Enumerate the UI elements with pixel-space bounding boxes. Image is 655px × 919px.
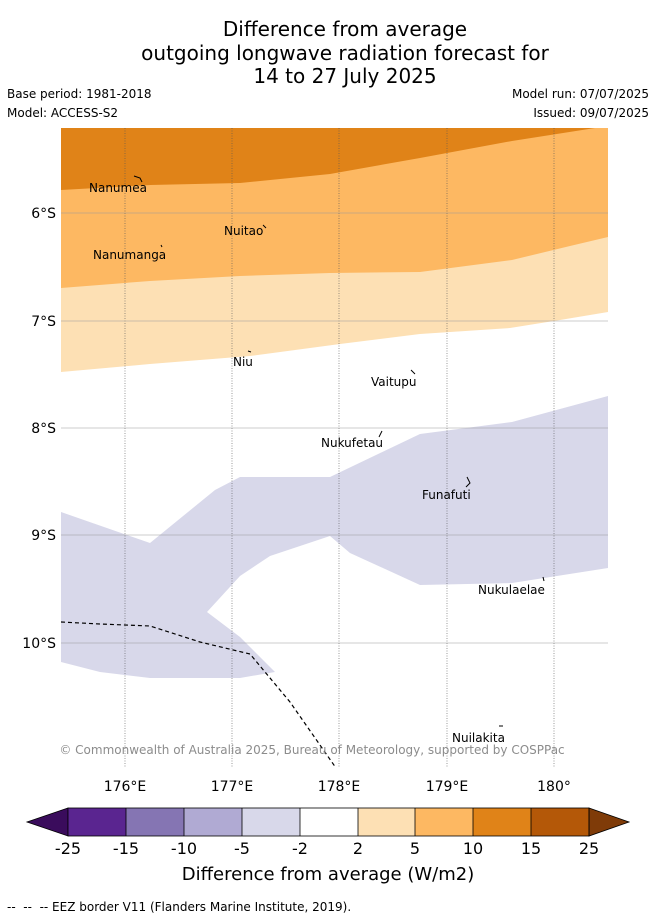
anomaly-band-minus5-to-minus2 <box>61 396 608 678</box>
place-label-nukulaelae: Nukulaelae <box>478 583 545 597</box>
place-label-vaitupu: Vaitupu <box>371 375 417 389</box>
colorbar-swatch-7 <box>415 808 473 836</box>
colorbar-tick-minus5: -5 <box>234 839 250 858</box>
colorbar-swatch-1 <box>68 808 126 836</box>
colorbar-swatch-3 <box>184 808 242 836</box>
anomaly-band-10-to-15 <box>61 128 595 190</box>
colorbar-swatch-6 <box>358 808 415 836</box>
copyright-text: © Commonwealth of Australia 2025, Bureau… <box>59 743 564 757</box>
lon-label-178e: 178°E <box>318 779 361 795</box>
colorbar-tick-5: 5 <box>410 839 420 858</box>
title-line-3: 14 to 27 July 2025 <box>253 64 436 88</box>
model-text: Model: ACCESS-S2 <box>7 106 118 120</box>
lat-label-10s: 10°S <box>22 636 56 652</box>
lon-label-180: 180° <box>537 779 571 795</box>
colorbar-swatch-9 <box>531 808 589 836</box>
colorbar-tick-minus25: -25 <box>55 839 81 858</box>
model-run-text: Model run: 07/07/2025 <box>512 87 649 101</box>
place-label-nukufetau: Nukufetau <box>321 436 383 450</box>
colorbar-tick-25: 25 <box>579 839 599 858</box>
base-period-text: Base period: 1981-2018 <box>7 87 152 101</box>
lon-label-176e: 176°E <box>104 779 147 795</box>
map-panel: Nanumea Nuitao Nanumanga Niu Vaitupu Nuk… <box>59 128 608 768</box>
colorbar: -25 -15 -10 -5 -2 2 5 10 15 25 Differenc… <box>25 807 631 885</box>
colorbar-swatch-5 <box>300 808 358 836</box>
eez-border-line <box>61 621 337 768</box>
colorbar-tick-15: 15 <box>521 839 541 858</box>
colorbar-swatch-8 <box>473 808 531 836</box>
colorbar-tick-minus10: -10 <box>171 839 197 858</box>
lon-label-179e: 179°E <box>426 779 469 795</box>
island-nuitao <box>262 224 267 229</box>
place-label-nanumea: Nanumea <box>89 181 147 195</box>
place-label-nuilakita: Nuilakita <box>452 731 505 745</box>
issued-text: Issued: 09/07/2025 <box>533 106 649 120</box>
place-label-niu: Niu <box>233 355 253 369</box>
colorbar-swatch-4 <box>242 808 300 836</box>
colorbar-over-arrow <box>588 807 631 837</box>
colorbar-outline <box>67 807 590 837</box>
colorbar-under-arrow <box>25 807 69 837</box>
graticule <box>61 128 608 768</box>
lon-label-177e: 177°E <box>211 779 254 795</box>
title-line-2: outgoing longwave radiation forecast for <box>141 41 549 65</box>
colorbar-tick-minus2: -2 <box>292 839 308 858</box>
colorbar-label: Difference from average (W/m2) <box>182 864 474 885</box>
island-shapes <box>133 175 545 727</box>
lat-label-6s: 6°S <box>31 206 56 222</box>
colorbar-tick-minus15: -15 <box>113 839 139 858</box>
island-vaitupu <box>410 369 416 375</box>
lat-label-9s: 9°S <box>31 528 56 544</box>
eez-legend-text: -- -- -- EEZ border V11 (Flanders Marine… <box>7 900 351 914</box>
colorbar-tick-2: 2 <box>353 839 363 858</box>
colorbar-swatch-2 <box>126 808 184 836</box>
place-label-funafuti: Funafuti <box>422 488 471 502</box>
place-label-nuitao: Nuitao <box>224 224 263 238</box>
place-label-nanumanga: Nanumanga <box>93 248 166 262</box>
lat-label-8s: 8°S <box>31 421 56 437</box>
island-nukufetau <box>378 430 383 438</box>
colorbar-tick-10: 10 <box>463 839 483 858</box>
island-funafuti <box>465 476 471 488</box>
island-nanumanga <box>160 244 163 248</box>
island-nanumea <box>133 175 143 183</box>
island-niu <box>247 350 252 353</box>
lat-label-7s: 7°S <box>31 314 56 330</box>
island-nukulaelae <box>542 576 545 582</box>
title-line-1: Difference from average <box>223 17 467 41</box>
